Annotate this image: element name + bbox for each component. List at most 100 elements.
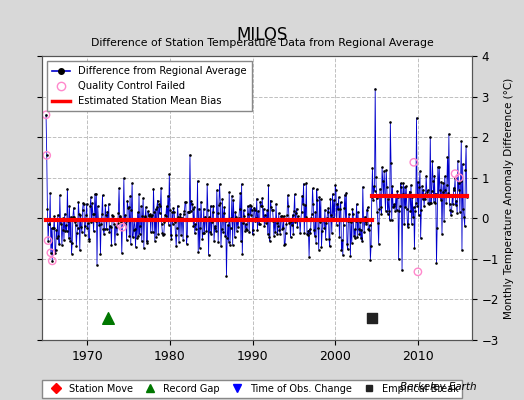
Point bbox=[137, 203, 145, 210]
Point bbox=[231, 209, 239, 216]
Point bbox=[453, 210, 461, 216]
Point bbox=[185, 208, 193, 215]
Point bbox=[43, 206, 52, 212]
Point bbox=[426, 134, 434, 140]
Point bbox=[197, 198, 205, 205]
Point bbox=[266, 238, 274, 244]
Point bbox=[394, 194, 402, 200]
Point bbox=[136, 223, 145, 229]
Point bbox=[215, 181, 224, 187]
Point bbox=[458, 161, 467, 167]
Point bbox=[171, 218, 179, 225]
Point bbox=[397, 184, 406, 191]
Point bbox=[321, 206, 329, 213]
Point bbox=[42, 152, 51, 158]
Point bbox=[336, 206, 344, 212]
Point bbox=[265, 234, 274, 241]
Point bbox=[404, 220, 412, 227]
Point bbox=[285, 220, 293, 226]
Point bbox=[410, 245, 419, 251]
Point bbox=[144, 208, 152, 215]
Point bbox=[173, 225, 181, 231]
Point bbox=[434, 192, 443, 199]
Point bbox=[122, 218, 130, 224]
Point bbox=[90, 211, 99, 217]
Point bbox=[170, 209, 178, 216]
Point bbox=[244, 211, 253, 218]
Point bbox=[312, 240, 320, 246]
Point bbox=[338, 237, 346, 244]
Point bbox=[176, 214, 184, 220]
Text: Difference of Station Temperature Data from Regional Average: Difference of Station Temperature Data f… bbox=[91, 38, 433, 48]
Point bbox=[242, 226, 250, 232]
Point bbox=[62, 227, 71, 234]
Point bbox=[163, 217, 171, 223]
Point bbox=[371, 86, 379, 92]
Point bbox=[48, 258, 57, 264]
Point bbox=[73, 229, 81, 236]
Point bbox=[49, 225, 58, 232]
Point bbox=[162, 203, 171, 210]
Point bbox=[60, 237, 68, 243]
Point bbox=[325, 236, 333, 243]
Point bbox=[202, 216, 210, 223]
Point bbox=[63, 186, 72, 192]
Point bbox=[318, 227, 326, 234]
Point bbox=[262, 216, 270, 222]
Point bbox=[299, 180, 308, 187]
Point bbox=[68, 250, 76, 257]
Point bbox=[263, 207, 271, 213]
Point bbox=[139, 244, 148, 251]
Point bbox=[115, 185, 123, 191]
Point bbox=[235, 215, 243, 222]
Point bbox=[78, 229, 86, 235]
Point bbox=[353, 234, 362, 240]
Point bbox=[125, 233, 134, 239]
Point bbox=[292, 205, 301, 212]
Point bbox=[111, 241, 119, 248]
Point bbox=[359, 216, 368, 223]
Point bbox=[352, 218, 360, 224]
Point bbox=[428, 188, 436, 194]
Point bbox=[452, 202, 460, 208]
Point bbox=[301, 214, 310, 220]
Point bbox=[423, 187, 432, 194]
Point bbox=[129, 227, 138, 233]
Point bbox=[296, 230, 304, 237]
Point bbox=[106, 223, 114, 229]
Point bbox=[356, 235, 365, 241]
Point bbox=[259, 217, 267, 223]
Point bbox=[367, 243, 375, 249]
Point bbox=[211, 223, 219, 229]
Point bbox=[127, 207, 136, 214]
Point bbox=[183, 233, 191, 240]
Point bbox=[349, 211, 357, 217]
Point bbox=[442, 200, 450, 206]
Point bbox=[380, 168, 388, 174]
Point bbox=[237, 238, 245, 245]
Point bbox=[173, 202, 182, 209]
Point bbox=[417, 235, 425, 241]
Point bbox=[281, 241, 289, 248]
Point bbox=[159, 232, 167, 239]
Point bbox=[236, 190, 244, 196]
Point bbox=[116, 221, 125, 228]
Point bbox=[73, 225, 82, 231]
Point bbox=[355, 231, 364, 237]
Point bbox=[74, 199, 83, 206]
Point bbox=[268, 206, 276, 213]
Point bbox=[276, 231, 285, 238]
Point bbox=[62, 222, 70, 228]
Point bbox=[222, 218, 230, 224]
Point bbox=[108, 213, 117, 219]
Point bbox=[171, 232, 180, 238]
Point bbox=[461, 167, 470, 174]
Point bbox=[204, 206, 212, 213]
Point bbox=[104, 201, 113, 207]
Point bbox=[234, 224, 243, 230]
Point bbox=[44, 237, 52, 244]
Point bbox=[431, 200, 439, 206]
Point bbox=[451, 170, 459, 177]
Point bbox=[226, 225, 235, 231]
Point bbox=[308, 185, 316, 192]
